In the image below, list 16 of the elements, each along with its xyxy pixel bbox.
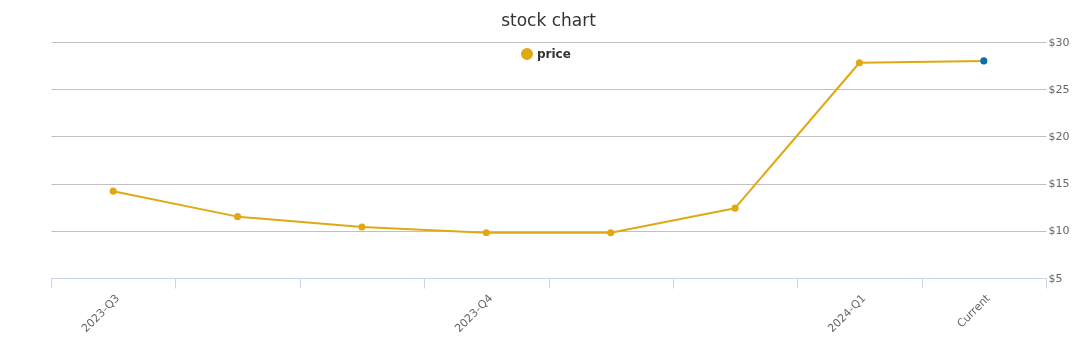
legend-label: price (537, 47, 571, 61)
y-tick-label: $20 (1048, 129, 1070, 143)
y-tick-label: $25 (1048, 82, 1070, 96)
point (482, 229, 490, 237)
y-tick-label: $15 (1048, 177, 1070, 191)
point (731, 204, 739, 212)
y-tick-label: $30 (1048, 35, 1070, 49)
y-tick-label: $5 (1048, 271, 1063, 285)
point (607, 229, 615, 237)
chart-title: stock chart (501, 10, 597, 30)
point (980, 57, 988, 65)
point (358, 223, 366, 231)
point (855, 59, 863, 67)
y-tick-label: $10 (1048, 224, 1070, 238)
point (234, 213, 242, 221)
point (109, 187, 117, 195)
